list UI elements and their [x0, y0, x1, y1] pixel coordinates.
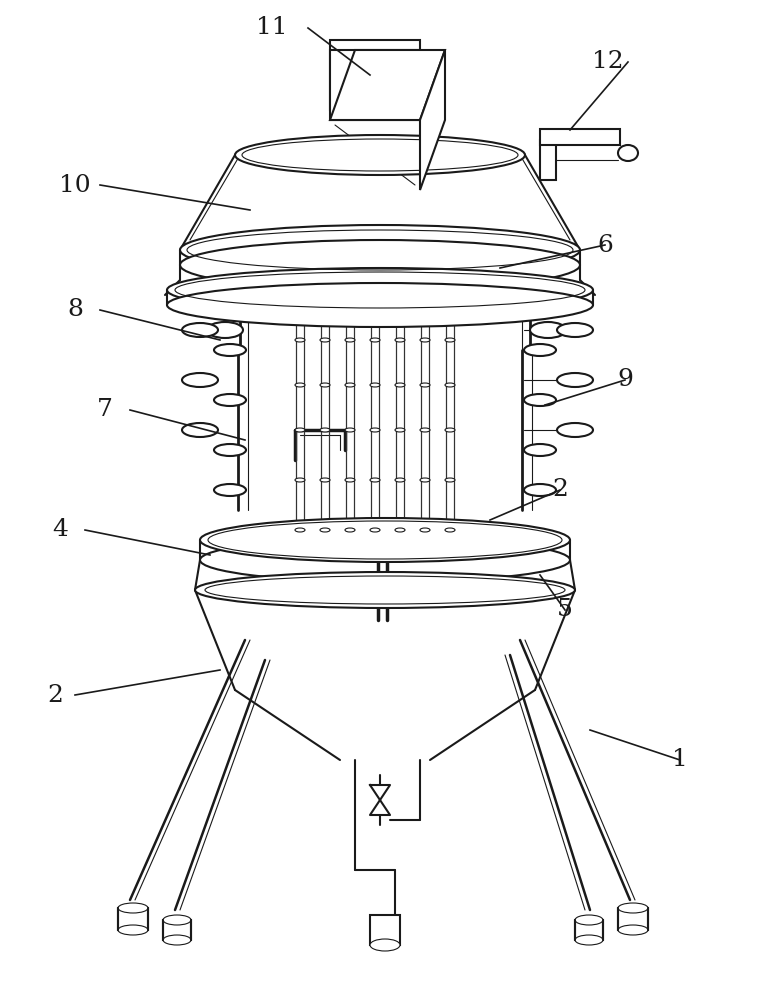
Ellipse shape	[557, 373, 593, 387]
Ellipse shape	[182, 323, 218, 337]
Ellipse shape	[420, 383, 430, 387]
Ellipse shape	[295, 478, 305, 482]
Ellipse shape	[524, 484, 556, 496]
Ellipse shape	[524, 444, 556, 456]
Text: 8: 8	[67, 298, 83, 322]
Ellipse shape	[320, 383, 330, 387]
Ellipse shape	[200, 518, 570, 562]
Ellipse shape	[420, 478, 430, 482]
Text: 4: 4	[52, 518, 68, 542]
Ellipse shape	[575, 935, 603, 945]
Ellipse shape	[180, 240, 580, 290]
Text: 12: 12	[592, 50, 624, 74]
Bar	[370, 915, 400, 945]
Ellipse shape	[207, 322, 243, 338]
Ellipse shape	[182, 373, 218, 387]
Ellipse shape	[445, 383, 455, 387]
Bar	[118, 908, 148, 930]
Ellipse shape	[557, 423, 593, 437]
Ellipse shape	[445, 338, 455, 342]
Ellipse shape	[295, 428, 305, 432]
Ellipse shape	[345, 528, 355, 532]
Ellipse shape	[370, 338, 380, 342]
Ellipse shape	[195, 572, 575, 608]
Ellipse shape	[345, 338, 355, 342]
Ellipse shape	[345, 478, 355, 482]
Polygon shape	[330, 50, 445, 120]
Ellipse shape	[200, 538, 570, 582]
Ellipse shape	[345, 428, 355, 432]
Bar	[540, 140, 556, 180]
Ellipse shape	[180, 225, 580, 275]
Ellipse shape	[445, 528, 455, 532]
Ellipse shape	[214, 484, 246, 496]
Bar	[330, 40, 420, 110]
Ellipse shape	[395, 478, 405, 482]
Ellipse shape	[118, 925, 148, 935]
Ellipse shape	[445, 478, 455, 482]
Ellipse shape	[370, 383, 380, 387]
Ellipse shape	[320, 528, 330, 532]
Ellipse shape	[618, 903, 648, 913]
Ellipse shape	[167, 283, 593, 327]
Bar	[575, 920, 603, 940]
Ellipse shape	[395, 428, 405, 432]
Ellipse shape	[618, 925, 648, 935]
Ellipse shape	[320, 478, 330, 482]
Ellipse shape	[182, 423, 218, 437]
Ellipse shape	[320, 338, 330, 342]
Text: 9: 9	[617, 368, 633, 391]
Ellipse shape	[235, 135, 525, 175]
Ellipse shape	[163, 915, 191, 925]
Ellipse shape	[420, 428, 430, 432]
Polygon shape	[420, 50, 445, 190]
Ellipse shape	[295, 528, 305, 532]
Text: 6: 6	[597, 233, 613, 256]
Text: 11: 11	[256, 16, 288, 39]
Ellipse shape	[295, 383, 305, 387]
Ellipse shape	[524, 344, 556, 356]
Ellipse shape	[118, 903, 148, 913]
Ellipse shape	[214, 344, 246, 356]
Bar	[618, 908, 648, 930]
Text: 2: 2	[47, 684, 63, 706]
Bar	[330, 50, 420, 120]
Ellipse shape	[557, 323, 593, 337]
Ellipse shape	[370, 478, 380, 482]
Ellipse shape	[370, 528, 380, 532]
Bar	[540, 129, 620, 145]
Ellipse shape	[618, 145, 638, 161]
Text: 1: 1	[672, 748, 688, 772]
Ellipse shape	[420, 528, 430, 532]
Ellipse shape	[420, 338, 430, 342]
Ellipse shape	[214, 444, 246, 456]
Ellipse shape	[575, 915, 603, 925]
Ellipse shape	[395, 528, 405, 532]
Ellipse shape	[445, 428, 455, 432]
Ellipse shape	[345, 383, 355, 387]
Ellipse shape	[395, 338, 405, 342]
Ellipse shape	[295, 338, 305, 342]
Ellipse shape	[214, 394, 246, 406]
Text: 10: 10	[59, 174, 90, 196]
Text: 5: 5	[557, 598, 573, 621]
Ellipse shape	[167, 268, 593, 312]
Ellipse shape	[370, 428, 380, 432]
Ellipse shape	[320, 428, 330, 432]
Ellipse shape	[370, 939, 400, 951]
Ellipse shape	[163, 935, 191, 945]
Text: 7: 7	[97, 398, 113, 422]
Ellipse shape	[395, 383, 405, 387]
Ellipse shape	[530, 322, 566, 338]
Bar	[163, 920, 191, 940]
Ellipse shape	[524, 394, 556, 406]
Text: 2: 2	[552, 479, 568, 502]
